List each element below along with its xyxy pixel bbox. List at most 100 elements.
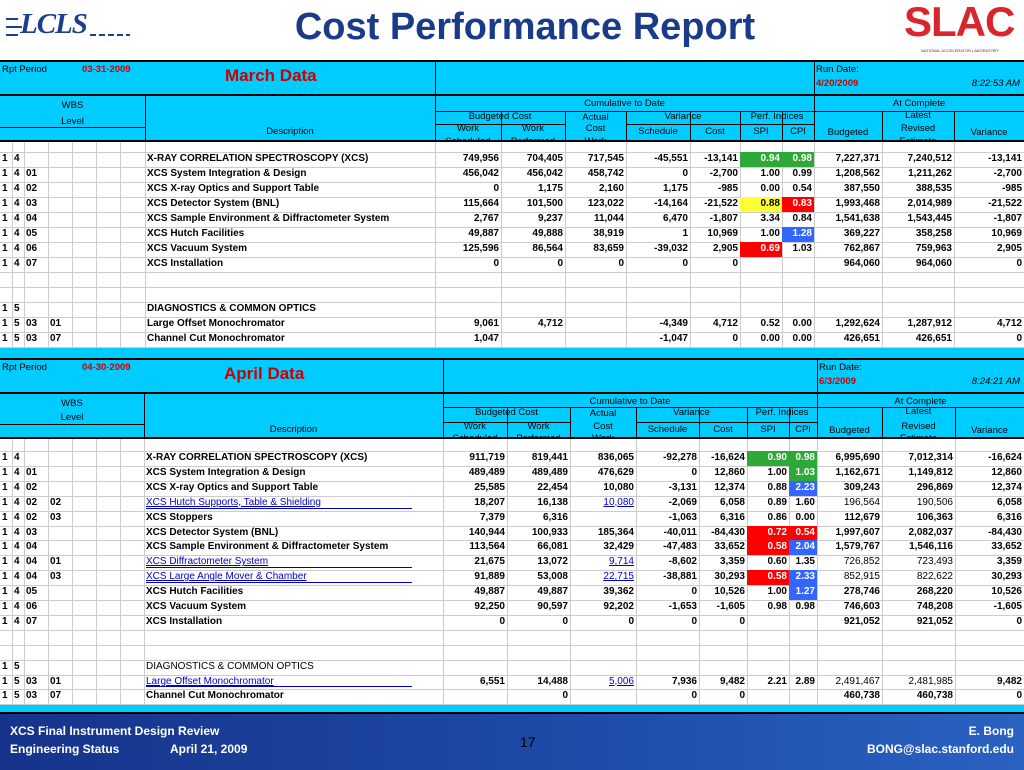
sv-cell: -2,069 [668,496,697,508]
slide-header: LCLS Cost Performance Report SLAC NATION… [0,0,1024,60]
spi-header: SPI [760,424,776,435]
actual-cost-header: Actual [582,112,609,123]
grid-line [0,600,1024,601]
wbs-level-cell: 01 [26,466,38,478]
grid-line [443,394,444,437]
lre-cell: 190,506 [916,496,953,508]
grid-line [690,142,691,347]
acwp-cell: 11,044 [593,213,624,224]
grid-line [0,197,1024,198]
description-cell[interactable]: Large Offset Monochromator [146,675,274,687]
cpi-cell: 2.23 [789,480,817,496]
acwp-cell: 458,742 [587,168,624,179]
cv-cell: -16,624 [711,452,745,463]
cost-header: Cost [713,424,733,435]
spi-cell: 0.98 [767,601,787,612]
grid-line [817,394,818,437]
wbs-level-cell: 1 [2,675,8,687]
budgeted-cost-header: Budgeted Cost [468,111,532,122]
wbs-level-cell: 07 [26,258,38,269]
description-cell: XCS Sample Environment & Diffractometer … [147,213,390,224]
lre-cell: 426,651 [915,333,952,344]
bud-cell: 964,060 [843,258,880,269]
wbs-level-cell: 1 [2,153,8,164]
sv-cell: 0 [691,586,697,598]
var-cell: -2,700 [993,168,1022,179]
level-header: Level [61,116,84,127]
lre-cell: 268,220 [916,586,953,598]
grid-line [96,439,97,705]
link-underline [146,686,412,688]
bcwp-cell: 489,489 [531,466,568,478]
acwp-cell[interactable]: 22,715 [603,571,634,583]
cpi-cell: 0.54 [792,183,812,194]
lre-cell: 964,060 [915,258,952,269]
grid-line [882,142,883,347]
sv-cell: -45,551 [654,153,688,164]
bcwp-cell: 0 [562,690,568,702]
description-cell[interactable]: XCS Large Angle Mover & Chamber [146,571,307,583]
bud-cell: 426,651 [843,333,880,344]
spi-cell: 0.88 [740,197,782,212]
acwp-cell: 83,659 [593,243,624,254]
rpt-period-date: 04-30-2009 [82,362,131,373]
wbs-level-cell: 01 [26,168,38,179]
description-cell: XCS X-ray Optics and Support Table [147,183,320,194]
acwp-cell[interactable]: 10,080 [603,496,634,508]
var-cell: 9,482 [996,675,1022,687]
latest-estimate-header: Latest [905,110,931,121]
grid-line [435,96,436,140]
bcwp-cell: 49,888 [532,228,563,239]
grid-line [120,142,121,347]
bud-cell: 7,227,371 [835,153,881,164]
bud-cell: 1,208,562 [835,168,881,179]
spi-cell: 0.88 [767,481,787,493]
wbs-level-cell: 01 [50,556,62,568]
grid-line [48,439,49,705]
wbs-level-cell: 4 [14,153,20,164]
acwp-cell[interactable]: 5,006 [608,675,634,687]
wbs-level-cell: 1 [2,481,8,493]
bud-cell: 1,541,638 [835,213,881,224]
description-cell: DIAGNOSTICS & COMMON OPTICS [146,660,314,672]
report-month-title: March Data [225,66,317,85]
cpi-cell: 0.83 [782,197,814,212]
description-cell: Channel Cut Monochromator [146,690,284,702]
table-row [0,272,1024,287]
acwp-cell: 836,065 [597,452,634,463]
wbs-level-cell: 05 [26,228,38,239]
grid-line [144,439,145,705]
bcwp-cell: 0 [562,615,568,627]
grid-line [0,167,1024,168]
acwp-cell[interactable]: 9,714 [608,556,634,568]
grid-line [0,689,1024,691]
wbs-level-cell: 4 [14,526,20,538]
wbs-level-cell: 03 [26,198,38,209]
bud-cell: 2,491,467 [835,675,881,687]
description-cell[interactable]: XCS Hutch Supports, Table & Shielding [146,496,321,508]
grid-line [0,242,1024,243]
work-scheduled-header: Work [464,421,486,432]
acwp-cell: 39,362 [603,586,634,598]
sv-cell: -1,063 [668,511,697,523]
description-cell[interactable]: XCS Diffractometer System [146,556,269,568]
wbs-level-cell: 4 [14,556,20,568]
lre-cell: 296,869 [916,481,953,493]
lcls-logo: LCLS [6,8,130,44]
footer-status: Engineering Status [10,742,120,756]
title-divider [817,360,818,392]
var-cell: 0 [1016,333,1022,344]
cpi-cell: 0.84 [792,213,812,224]
cpi-cell: 1.35 [795,556,815,568]
table-row [0,287,1024,302]
wbs-level-cell: 4 [14,481,20,493]
grid-line [145,96,146,140]
lre-cell: 7,012,314 [908,452,954,463]
bcwp-cell: 704,405 [526,153,563,164]
bcwp-cell: 13,072 [537,556,568,568]
sv-cell: 1,175 [662,183,688,194]
table-row [0,645,1024,660]
wbs-level-cell: 03 [50,511,62,523]
wbs-level-cell: 1 [2,198,8,209]
bcws-cell: 0 [493,258,499,269]
